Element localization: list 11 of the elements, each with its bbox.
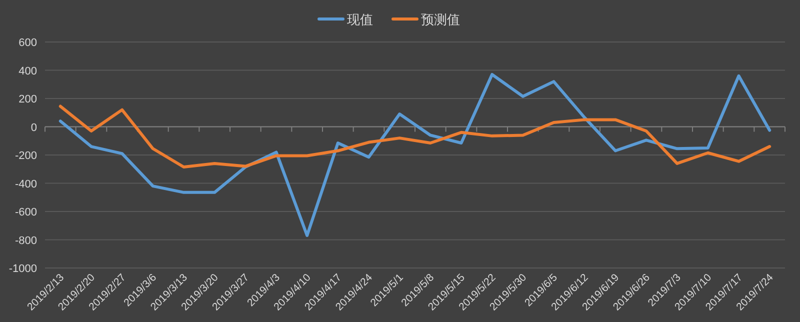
y-tick-label: -1000: [8, 263, 37, 275]
y-tick-label: -600: [14, 206, 37, 218]
y-tick-label: 600: [18, 37, 37, 49]
y-tick-label: -400: [14, 178, 37, 190]
y-tick-label: -800: [14, 234, 37, 247]
y-tick-label: 200: [18, 94, 37, 106]
legend-label: 现值: [347, 12, 373, 27]
legend-label: 预测值: [421, 12, 460, 27]
y-tick-label: 400: [18, 65, 37, 78]
y-tick-label: -200: [14, 150, 37, 162]
y-tick-label: 0: [30, 122, 37, 134]
